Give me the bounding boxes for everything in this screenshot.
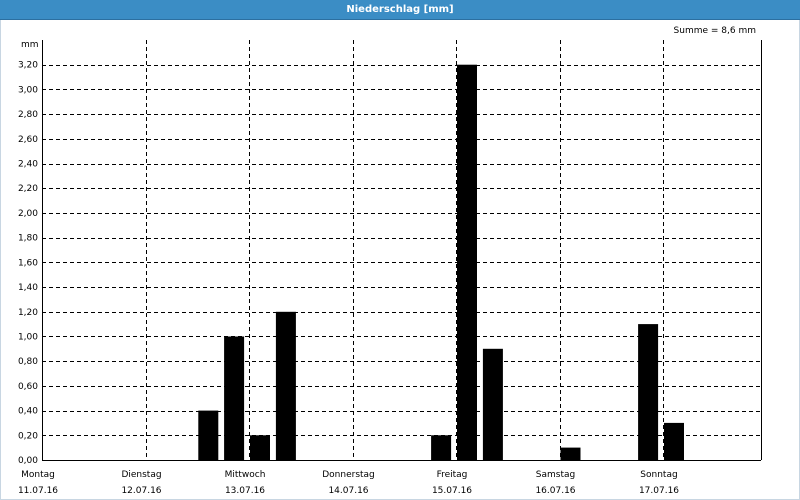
precipitation-sum: Summe = 8,6 mm bbox=[673, 26, 756, 36]
x-date-label: 16.07.16 bbox=[535, 486, 575, 496]
x-date-label: 11.07.16 bbox=[18, 486, 58, 496]
y-tick-label: 1,60 bbox=[18, 258, 38, 268]
bar bbox=[275, 311, 296, 460]
y-tick-label: 0,60 bbox=[18, 382, 38, 392]
x-date-label: 13.07.16 bbox=[225, 486, 265, 496]
x-date-label: 17.07.16 bbox=[639, 486, 679, 496]
y-tick-label: 1,00 bbox=[18, 333, 38, 343]
y-tick-label: 2,60 bbox=[18, 135, 38, 145]
x-day-label: Samstag bbox=[536, 470, 575, 480]
x-day-label: Freitag bbox=[437, 470, 468, 480]
x-date-label: 15.07.16 bbox=[432, 486, 472, 496]
x-day-label: Dienstag bbox=[121, 470, 161, 480]
bar bbox=[250, 435, 270, 460]
grid-lines bbox=[42, 40, 761, 460]
bar bbox=[664, 422, 684, 460]
y-tick-labels: 0,00 0,20 0,40 0,60 0,80 1,00 1,20 1,40 1,60 1,80… bbox=[18, 61, 38, 466]
y-tick-label: 1,80 bbox=[18, 234, 38, 244]
y-tick-label: 2,00 bbox=[18, 209, 38, 219]
bar bbox=[638, 324, 659, 460]
bar bbox=[560, 447, 581, 460]
y-tick-label: 0,20 bbox=[18, 431, 38, 441]
y-tick-label: 2,40 bbox=[18, 160, 38, 170]
x-day-label: Donnerstag bbox=[322, 470, 375, 480]
bar bbox=[482, 348, 503, 460]
y-tick-label: 0,00 bbox=[18, 456, 38, 466]
chart-title: Niederschlag [mm] bbox=[0, 0, 800, 20]
bar-series bbox=[198, 64, 684, 460]
x-date-label: 14.07.16 bbox=[328, 486, 368, 496]
y-tick-label: 1,20 bbox=[18, 308, 38, 318]
y-tick-label: 0,40 bbox=[18, 407, 38, 417]
y-axis-unit: mm bbox=[21, 40, 39, 50]
x-day-label: Montag bbox=[21, 470, 55, 480]
y-tick-label: 2,20 bbox=[18, 184, 38, 194]
y-tick-label: 2,80 bbox=[18, 110, 38, 120]
bar bbox=[431, 435, 452, 460]
x-day-label: Sonntag bbox=[640, 470, 677, 480]
bar bbox=[198, 410, 219, 460]
axes bbox=[42, 40, 762, 461]
bar bbox=[224, 336, 245, 460]
y-tick-label: 1,40 bbox=[18, 283, 38, 293]
x-date-label: 12.07.16 bbox=[121, 486, 161, 496]
y-tick-label: 3,00 bbox=[18, 85, 38, 95]
y-tick-label: 3,20 bbox=[18, 61, 38, 71]
bar bbox=[457, 64, 477, 460]
y-tick-label: 0,80 bbox=[18, 357, 38, 367]
x-tick-labels: Montag 11.07.16 Dienstag 12.07.16 Mittwoch 13… bbox=[18, 470, 679, 496]
x-day-label: Mittwoch bbox=[225, 470, 266, 480]
